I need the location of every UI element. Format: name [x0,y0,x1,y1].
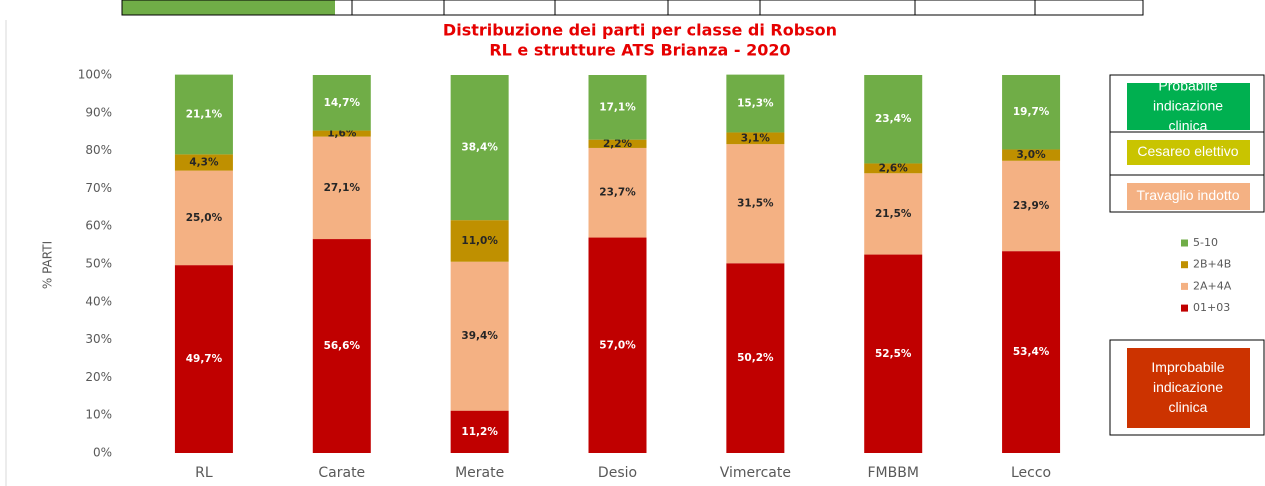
value-label: 49,7% [186,353,223,365]
value-label: 23,9% [1013,200,1050,212]
x-tick-label: FMBBM [868,465,919,481]
value-label: 11,0% [461,235,498,247]
bar-segment [864,75,923,164]
annotation-fill [1127,348,1250,428]
x-tick-label: Lecco [1011,465,1051,481]
table-cell [122,0,335,15]
legend-swatch [1181,304,1188,312]
value-label: 3,1% [741,132,771,144]
bar-segment [1002,75,1061,150]
value-label: 56,6% [324,340,361,352]
value-label: 39,4% [461,330,498,342]
value-label: 19,7% [1013,106,1050,118]
value-label: 11,2% [461,426,498,438]
legend-swatch [1181,239,1188,247]
value-label: 53,4% [1013,346,1050,358]
bar-segment [864,173,923,255]
y-tick-label: 80% [85,143,112,157]
legend-swatch [1181,261,1188,269]
bar-segment [312,75,371,131]
legend-label: 01+03 [1193,301,1230,314]
y-tick-label: 10% [85,408,112,422]
value-label: 38,4% [461,142,498,154]
annotation: Improbabile indicazione clinica [1151,359,1224,415]
value-label: 21,1% [186,109,223,121]
bar-segment [174,170,233,266]
x-tick-label: Merate [455,465,504,481]
value-label: 14,7% [324,97,361,109]
value-label: 25,0% [186,212,223,224]
annotation-fill [1127,140,1250,165]
bar-segment [174,265,233,453]
bar-segment [450,410,509,453]
bar-segment [1002,160,1061,252]
annotation: Probabile indicazione clinica [1153,77,1223,133]
bar-segment [450,261,509,411]
bar-segment [174,154,233,171]
y-tick-label: 50% [85,257,112,271]
x-tick-label: Carate [318,465,365,481]
bar-segment [174,74,233,155]
bar-segment [726,144,785,264]
bar-segment [726,263,785,453]
bar-segment [726,74,785,133]
y-tick-label: 90% [85,105,112,119]
value-label: 2,2% [603,138,633,150]
bar-segment [864,163,923,174]
legend-label: 5-10 [1193,236,1218,249]
bar-segment [588,75,647,140]
x-tick-label: RL [195,465,213,481]
top-table-strip [121,0,1144,16]
value-label: 27,1% [324,182,361,194]
y-tick-label: 20% [85,370,112,384]
annotation-fill [1127,183,1250,210]
bar-segment [1002,251,1061,453]
bar-segment [588,237,647,453]
y-tick-label: 60% [85,219,112,233]
legend-label: 2B+4B [1193,258,1231,271]
annotation: Cesareo elettivo [1137,143,1238,159]
bar-segment [450,75,509,221]
bar-segment [312,239,371,453]
table-divider [351,0,1036,15]
value-label: 17,1% [599,101,636,113]
value-label: 57,0% [599,339,636,351]
value-label: 50,2% [737,352,774,364]
y-tick-label: 40% [85,294,112,308]
value-label: 2,6% [879,162,909,174]
y-axis-label: % PARTI [41,241,55,289]
y-tick-label: 100% [78,68,112,82]
legend-swatch [1181,282,1188,290]
value-label: 21,5% [875,208,912,220]
value-label: 4,3% [189,157,219,169]
chart-title: Distribuzione dei parti per classe di Ro… [443,21,837,40]
annotation: Travaglio indotto [1137,187,1240,203]
value-label: 1,6% [327,128,357,140]
bar-segment [588,139,647,148]
chart-subtitle: RL e strutture ATS Brianza - 2020 [489,41,790,60]
x-tick-label: Vimercate [720,465,791,481]
table-row [121,0,1144,16]
x-tick-label: Desio [598,465,637,481]
legend-label: 2A+4A [1193,279,1232,292]
y-tick-label: 30% [85,332,112,346]
value-label: 23,7% [599,187,636,199]
y-tick-label: 70% [85,181,112,195]
y-tick-label: 0% [93,446,112,460]
value-label: 31,5% [737,198,774,210]
bar-segment [726,132,785,145]
bar-segment [450,220,509,262]
annotation-fill [1127,83,1250,130]
value-label: 23,4% [875,113,912,125]
bar-segment [864,254,923,453]
bar-segment [1002,149,1061,161]
bar-segment [312,136,371,240]
value-label: 15,3% [737,98,774,110]
value-label: 3,0% [1017,149,1047,161]
value-label: 52,5% [875,348,912,360]
bar-segment [588,147,647,238]
bar-segment [312,130,371,137]
